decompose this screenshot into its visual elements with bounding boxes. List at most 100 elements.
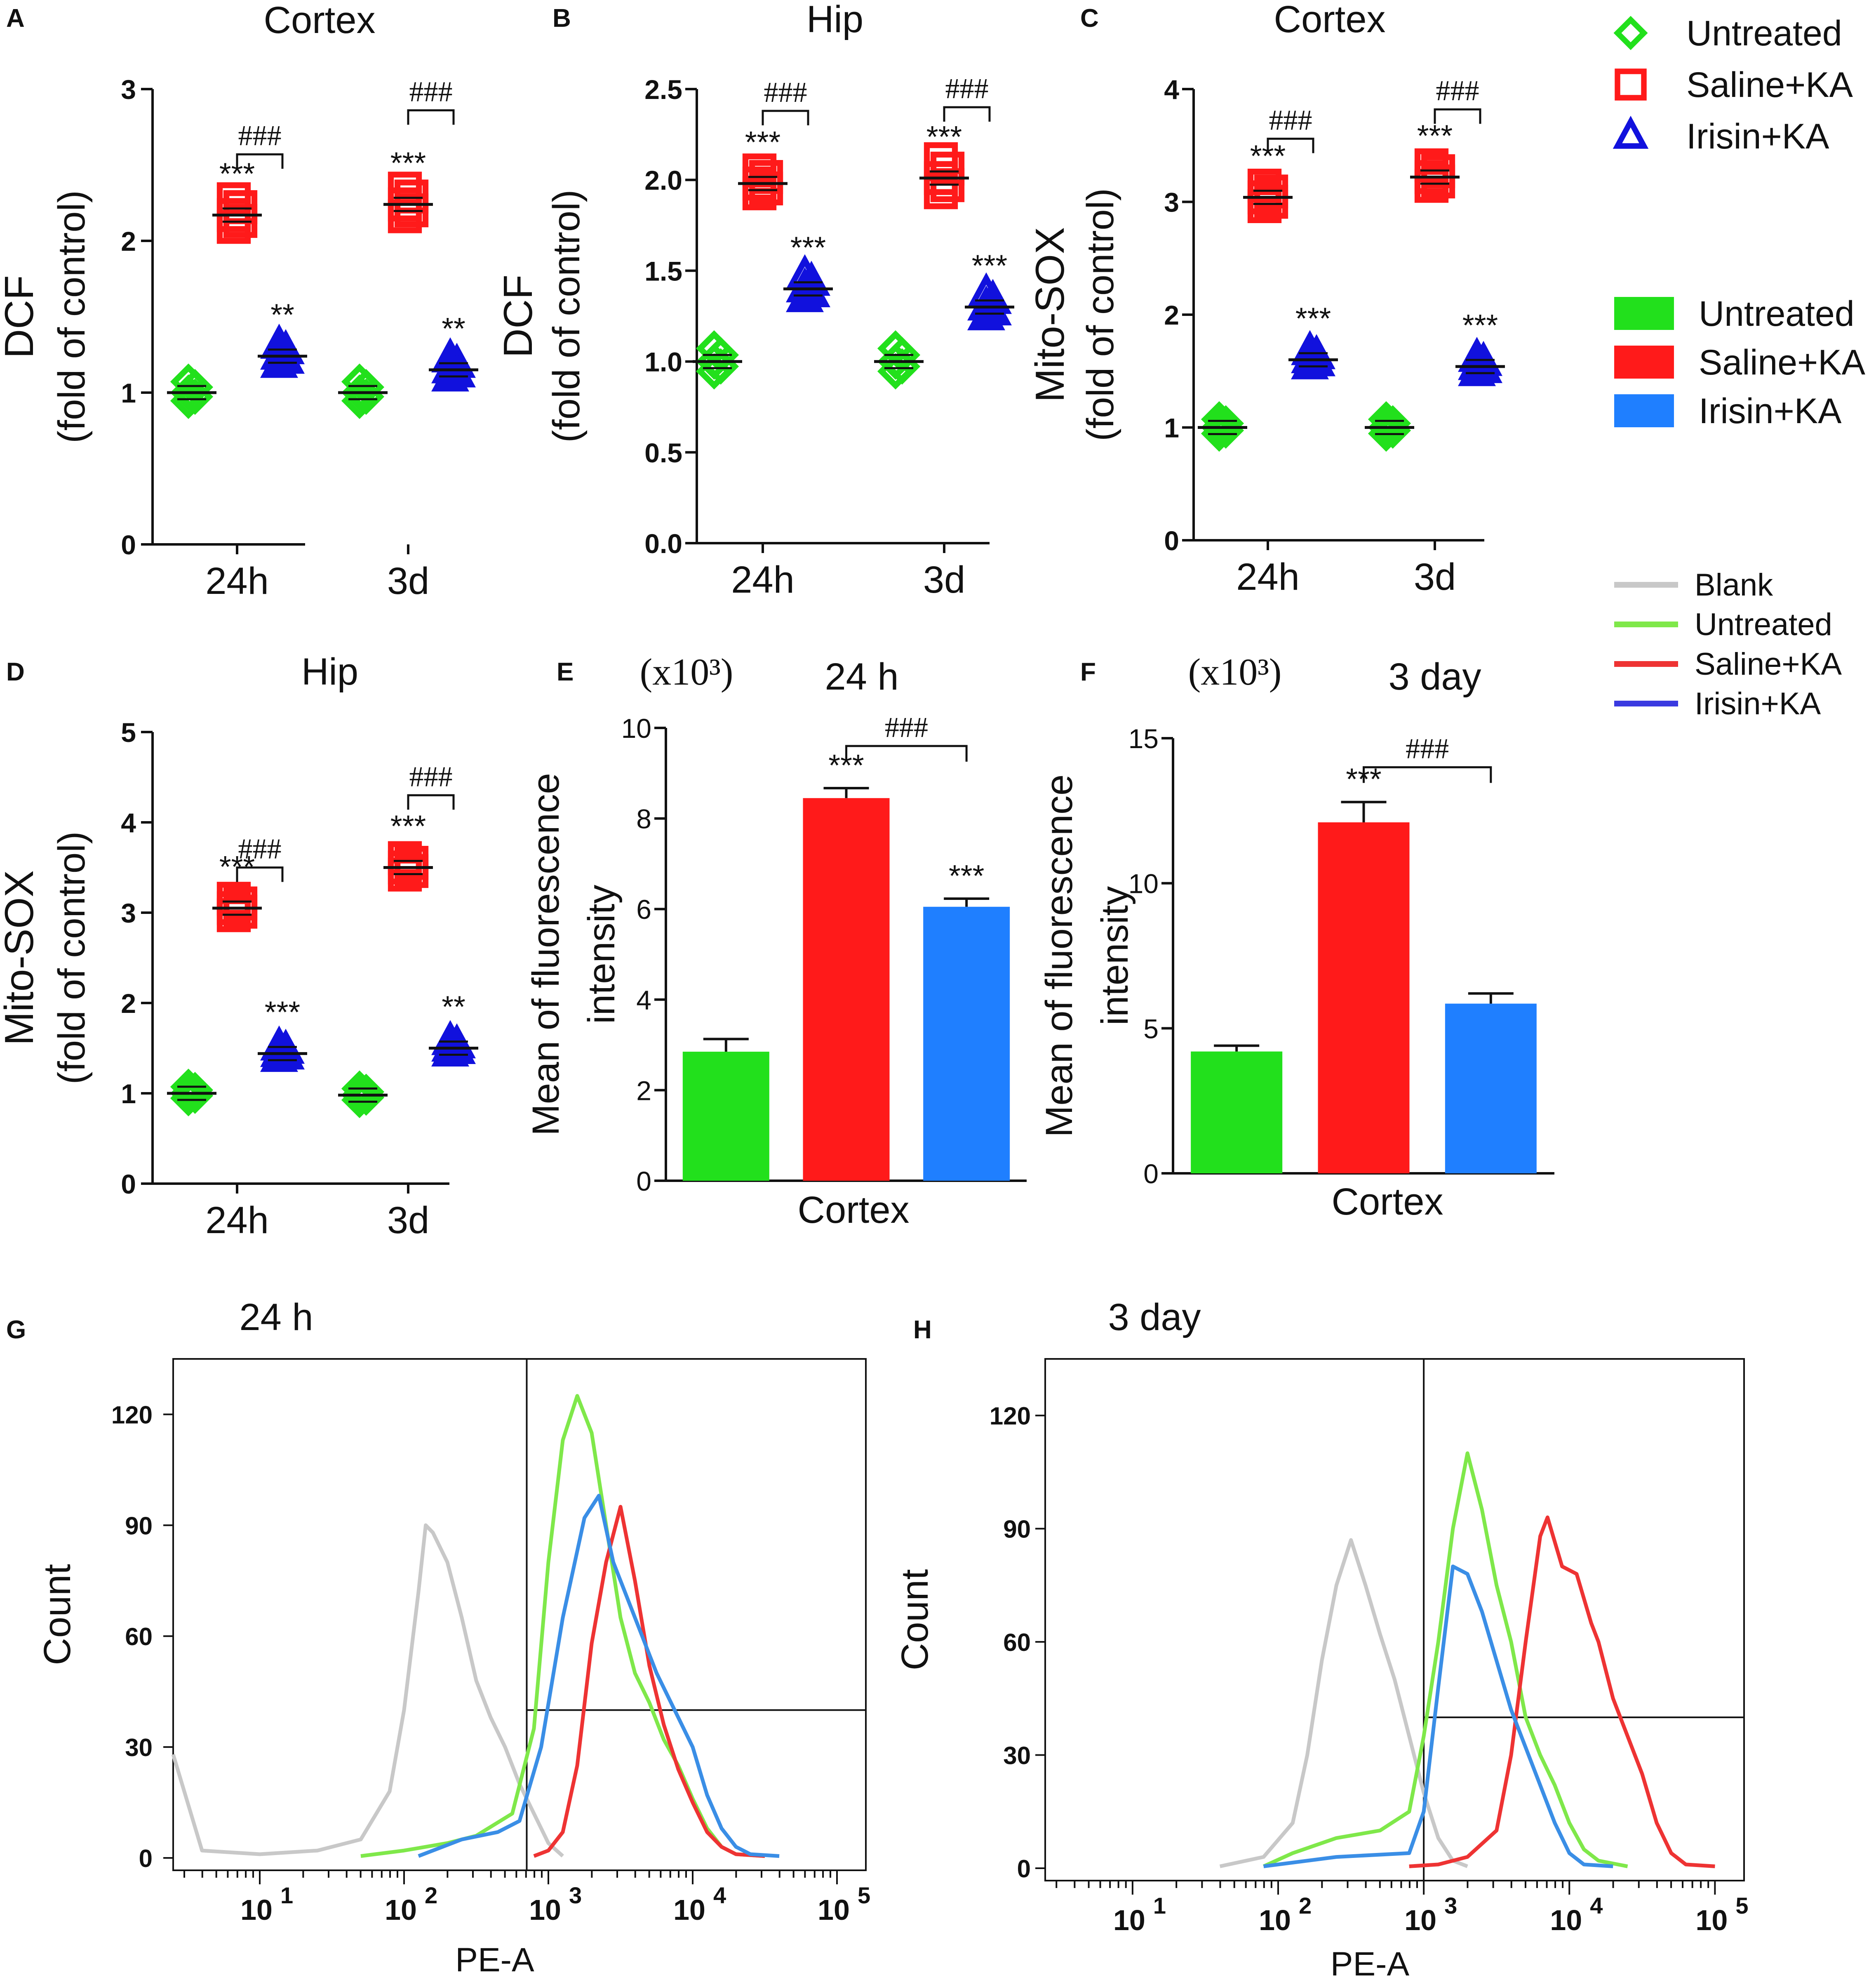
y-tick-label: 2 xyxy=(1164,300,1179,330)
significance-bracket-label: ### xyxy=(409,761,453,793)
legend-line: Blank Untreated Saline+KA Irisin+KA xyxy=(1614,567,1842,721)
y-axis-label: Mean of fluorescence xyxy=(525,773,567,1136)
chart-title: Cortex xyxy=(264,0,376,41)
data-point xyxy=(438,343,476,378)
bar xyxy=(1191,1051,1283,1173)
legend-label: Irisin+KA xyxy=(1699,391,1842,431)
significance-label: *** xyxy=(1462,308,1498,342)
data-point xyxy=(170,363,207,400)
x-tick-label: 10 xyxy=(240,1894,273,1926)
data-point xyxy=(438,352,476,388)
y-axis-label: Mito-SOX xyxy=(0,870,42,1045)
bar xyxy=(923,906,1010,1181)
significance-bracket xyxy=(1363,766,1492,783)
data-point xyxy=(267,329,305,365)
y-tick-label: 1.5 xyxy=(644,256,682,286)
x-tick-exponent: 4 xyxy=(1590,1893,1603,1919)
data-point xyxy=(696,343,733,380)
x-tick-label: 10 xyxy=(529,1894,561,1926)
histogram-line-saline-ka xyxy=(533,1505,765,1858)
x-axis-label: PE-A xyxy=(1331,1945,1410,1980)
histogram-line-untreated xyxy=(1262,1451,1628,1868)
significance-bracket-label: ### xyxy=(1269,104,1312,136)
legend-scatter: Untreated Saline+KA Irisin+KA xyxy=(1613,14,1853,156)
data-point xyxy=(170,374,207,411)
data-point xyxy=(341,374,378,411)
x-axis-label: Cortex xyxy=(1332,1181,1443,1223)
x-tick-label: 3d xyxy=(387,560,429,602)
panel-letter: D xyxy=(6,658,25,686)
x-tick-label: 24h xyxy=(205,560,269,602)
significance-label: ** xyxy=(442,311,465,346)
data-point xyxy=(1247,180,1282,214)
legend-label: Irisin+KA xyxy=(1695,686,1821,721)
y-axis-label-units: (fold of control) xyxy=(545,190,588,443)
chart-title: 3 day xyxy=(1388,656,1481,698)
data-point xyxy=(967,285,1005,321)
y-tick-label: 2.0 xyxy=(644,165,682,195)
x-tick-exponent: 3 xyxy=(1444,1893,1457,1919)
y-tick-label: 120 xyxy=(990,1402,1031,1430)
panel-b: B Hip DCF (fold of control) 0.0 0.5 1.0 1.5 2.0 2… xyxy=(495,0,1014,601)
x-tick-exponent: 3 xyxy=(569,1882,582,1908)
y-tick-label: 0 xyxy=(1017,1855,1031,1883)
y-tick-label: 4 xyxy=(636,985,651,1015)
legend-label: Irisin+KA xyxy=(1686,117,1829,156)
chart-title: Hip xyxy=(806,0,863,40)
significance-label: *** xyxy=(745,125,780,159)
scale-note: (x10³) xyxy=(1188,651,1282,693)
data-point xyxy=(267,339,305,374)
significance-bracket-label: ### xyxy=(409,76,453,108)
legend-label: Untreated xyxy=(1695,607,1832,642)
y-tick-label: 90 xyxy=(125,1512,153,1540)
legend-marker xyxy=(1615,68,1647,101)
x-axis-label: Cortex xyxy=(798,1189,910,1231)
significance-label: *** xyxy=(390,146,426,180)
y-tick-label: 2 xyxy=(121,988,136,1019)
y-tick-label: 2.5 xyxy=(644,74,682,105)
significance-bracket xyxy=(407,794,455,810)
panel-letter: E xyxy=(557,658,574,686)
legend-marker xyxy=(1613,16,1648,50)
x-tick-label: 24h xyxy=(731,559,795,601)
x-axis-label: PE-A xyxy=(455,1941,534,1979)
data-point xyxy=(786,267,824,303)
significance-label: *** xyxy=(790,230,826,264)
data-point xyxy=(1458,345,1496,380)
y-tick-label: 3 xyxy=(121,74,136,105)
significance-label: *** xyxy=(949,859,984,893)
plot-frame xyxy=(1044,1358,1745,1881)
significance-bracket-label: ### xyxy=(885,712,928,744)
y-tick-label: 3 xyxy=(1164,187,1179,218)
y-axis-label-units: intensity xyxy=(1094,886,1136,1026)
x-tick-label: 10 xyxy=(1404,1904,1436,1936)
x-tick-label: 10 xyxy=(1113,1904,1145,1936)
histogram-line-irisin-ka xyxy=(1263,1564,1613,1868)
y-tick-label: 30 xyxy=(1003,1742,1031,1770)
significance-bracket-label: ### xyxy=(238,833,282,865)
x-tick-exponent: 4 xyxy=(713,1882,726,1908)
panel-e: E 24 h (x10³) Mean of fluorescence intensity… xyxy=(525,651,1027,1231)
x-tick-label: 10 xyxy=(385,1894,417,1926)
data-point xyxy=(1414,160,1449,194)
x-tick-exponent: 2 xyxy=(1299,1893,1312,1919)
y-axis-label: Count xyxy=(36,1564,78,1665)
x-tick-exponent: 5 xyxy=(858,1882,870,1908)
x-tick-label: 3d xyxy=(923,559,965,601)
panel-g: G 24 h Count 0 30 60 90 120 10 1 10 2 10 3 10 4 10 5 PE-A xyxy=(6,1296,870,1979)
significance-bracket-label: ### xyxy=(945,73,989,105)
y-tick-label: 2 xyxy=(121,226,136,257)
histogram-line-irisin-ka xyxy=(418,1494,780,1858)
y-tick-label: 90 xyxy=(1003,1516,1031,1543)
y-tick-label: 1 xyxy=(121,1078,136,1109)
y-tick-label: 0 xyxy=(121,530,136,560)
significance-bracket-label: ### xyxy=(238,120,282,152)
data-point xyxy=(260,1032,298,1067)
bar xyxy=(682,1052,769,1181)
data-point xyxy=(431,348,469,384)
y-axis-label: DCF xyxy=(495,275,541,358)
significance-bracket xyxy=(236,866,284,882)
bar xyxy=(803,798,890,1181)
y-axis-label-units: (fold of control) xyxy=(1079,188,1121,441)
significance-label: *** xyxy=(265,995,300,1029)
